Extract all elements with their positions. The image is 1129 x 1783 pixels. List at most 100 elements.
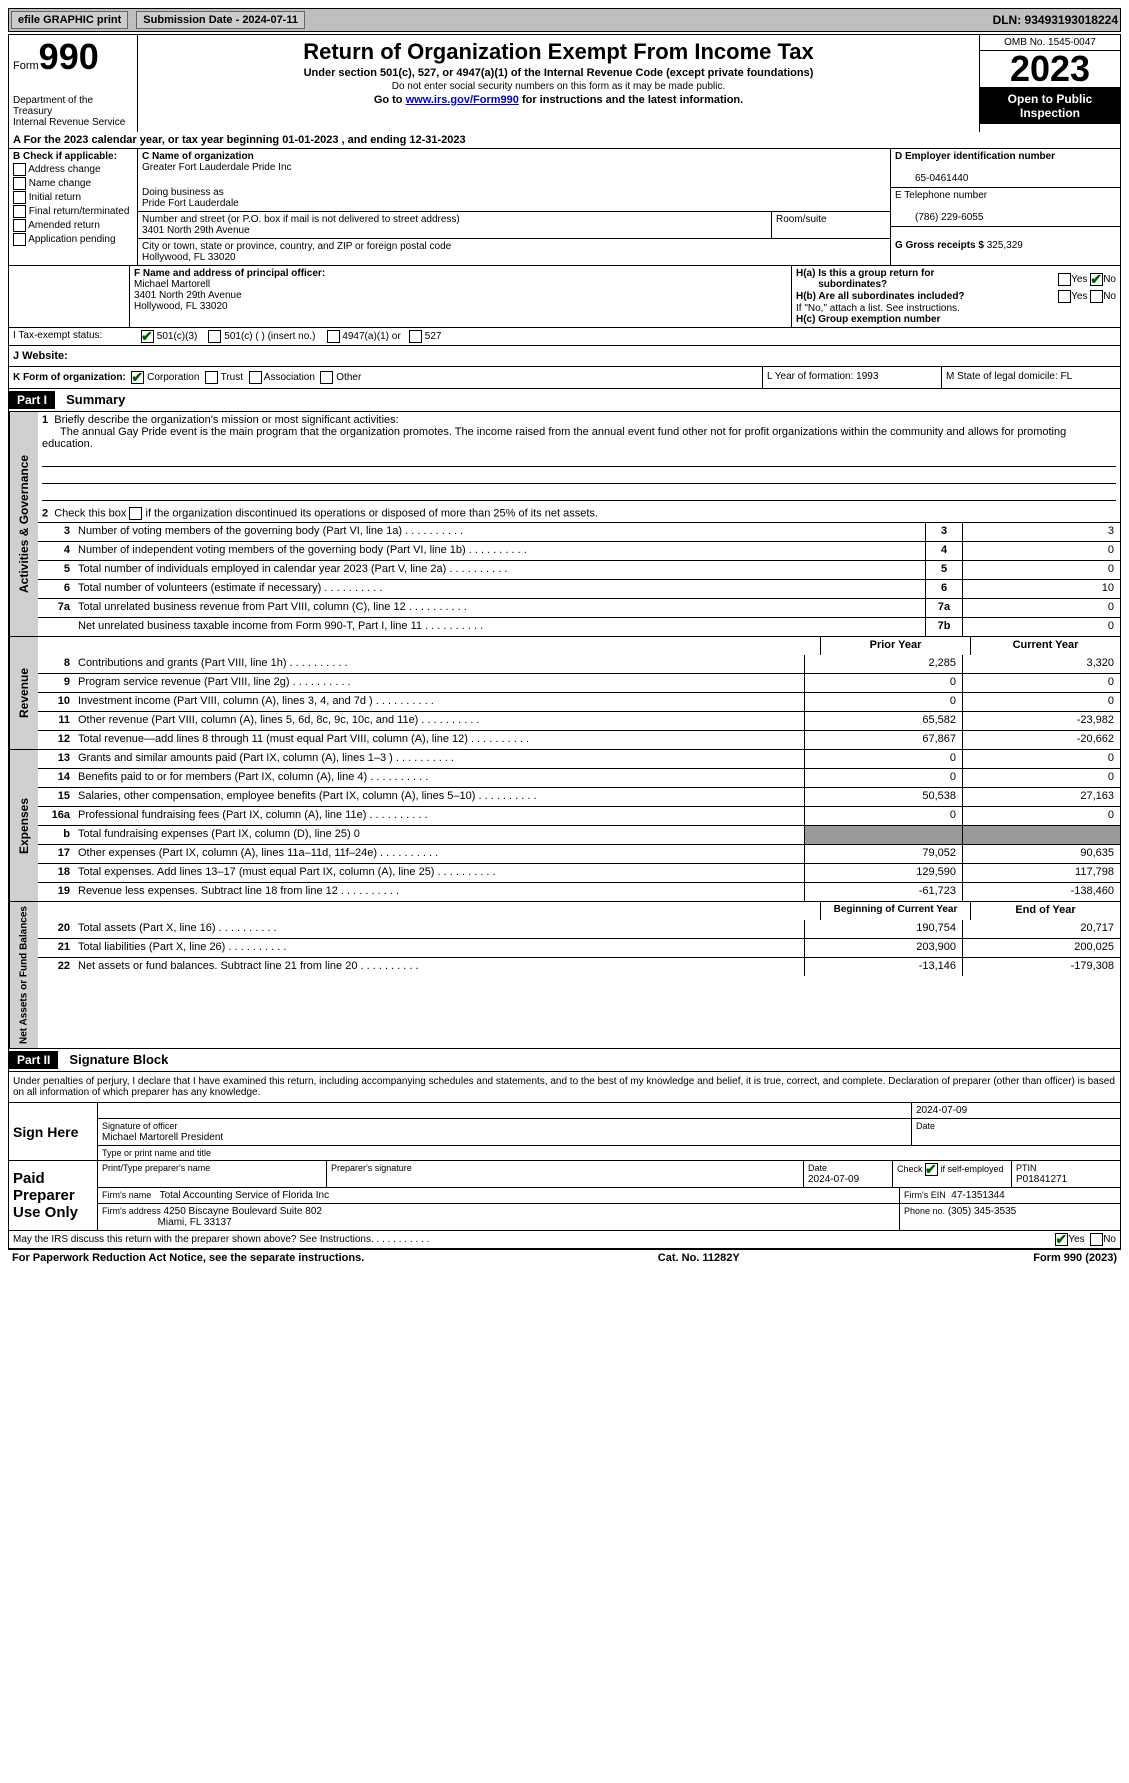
checkbox-address-change[interactable] bbox=[13, 163, 26, 176]
part1-header: Part I bbox=[9, 391, 55, 409]
side-label-revenue: Revenue bbox=[9, 637, 38, 749]
hc-label: H(c) Group exemption number bbox=[796, 314, 1116, 325]
checkbox-hb-no[interactable] bbox=[1090, 290, 1103, 303]
section-b-header: B Check if applicable: bbox=[13, 151, 133, 162]
row-j: J Website: bbox=[8, 346, 1121, 367]
checkbox-other[interactable] bbox=[320, 371, 333, 384]
firm-ein: 47-1351344 bbox=[951, 1190, 1004, 1201]
room-suite-label: Room/suite bbox=[772, 212, 890, 238]
section-c-label: C Name of organization bbox=[142, 151, 254, 162]
checkbox-assoc[interactable] bbox=[249, 371, 262, 384]
section-f-label: F Name and address of principal officer: bbox=[134, 268, 325, 279]
paid-preparer-label: Paid Preparer Use Only bbox=[9, 1161, 98, 1230]
dln-text: DLN: 93493193018224 bbox=[993, 13, 1118, 27]
officer-street: 3401 North 29th Avenue bbox=[134, 290, 242, 301]
checkbox-trust[interactable] bbox=[205, 371, 218, 384]
checkbox-527[interactable] bbox=[409, 330, 422, 343]
receipts-value: 325,329 bbox=[987, 240, 1023, 251]
checkbox-discuss-no[interactable] bbox=[1090, 1233, 1103, 1246]
checkbox-app-pending[interactable] bbox=[13, 233, 26, 246]
table-row: 20Total assets (Part X, line 16)190,7542… bbox=[38, 920, 1120, 938]
irs-link[interactable]: www.irs.gov/Form990 bbox=[406, 94, 519, 106]
dba-label: Doing business as bbox=[142, 187, 224, 198]
part2-header: Part II bbox=[9, 1051, 58, 1069]
efile-button[interactable]: efile GRAPHIC print bbox=[11, 11, 128, 29]
form-header: Form990 Department of the Treasury Inter… bbox=[8, 34, 1121, 132]
table-row: 17Other expenses (Part IX, column (A), l… bbox=[38, 844, 1120, 863]
checkbox-4947[interactable] bbox=[327, 330, 340, 343]
side-label-net: Net Assets or Fund Balances bbox=[9, 902, 38, 1048]
section-fh: F Name and address of principal officer:… bbox=[8, 266, 1121, 328]
checkbox-self-employed[interactable] bbox=[925, 1163, 938, 1176]
website-label: J Website: bbox=[9, 346, 1120, 366]
officer-city: Hollywood, FL 33020 bbox=[134, 301, 228, 312]
checkbox-ha-yes[interactable] bbox=[1058, 273, 1071, 286]
inspection-label: Open to Public Inspection bbox=[980, 88, 1120, 124]
checkbox-discuss-yes[interactable] bbox=[1055, 1233, 1068, 1246]
side-label-governance: Activities & Governance bbox=[9, 412, 38, 636]
submission-date-button: Submission Date - 2024-07-11 bbox=[136, 11, 305, 29]
form-note1: Do not enter social security numbers on … bbox=[142, 81, 975, 92]
table-row: 12Total revenue—add lines 8 through 11 (… bbox=[38, 730, 1120, 749]
checkbox-amended-return[interactable] bbox=[13, 219, 26, 232]
hb-note: If "No," attach a list. See instructions… bbox=[796, 303, 1116, 314]
table-row: 16aProfessional fundraising fees (Part I… bbox=[38, 806, 1120, 825]
receipts-label: G Gross receipts $ bbox=[895, 240, 984, 251]
officer-sig-name: Michael Martorell President bbox=[102, 1132, 223, 1143]
checkbox-initial-return[interactable] bbox=[13, 191, 26, 204]
footer-mid: Cat. No. 11282Y bbox=[658, 1252, 740, 1264]
hb-label: H(b) Are all subordinates included? bbox=[796, 291, 1058, 302]
expenses-section: Expenses 13Grants and similar amounts pa… bbox=[8, 750, 1121, 902]
perjury-statement: Under penalties of perjury, I declare th… bbox=[9, 1072, 1120, 1102]
checkbox-discontinued[interactable] bbox=[129, 507, 142, 520]
table-row: 8Contributions and grants (Part VIII, li… bbox=[38, 655, 1120, 673]
note2-prefix: Go to bbox=[374, 94, 406, 106]
signature-block: Under penalties of perjury, I declare th… bbox=[8, 1072, 1121, 1249]
revenue-section: Revenue Prior YearCurrent Year 8Contribu… bbox=[8, 637, 1121, 750]
state-domicile: M State of legal domicile: FL bbox=[941, 367, 1120, 388]
table-row: 15Salaries, other compensation, employee… bbox=[38, 787, 1120, 806]
org-name: Greater Fort Lauderdale Pride Inc bbox=[142, 162, 292, 173]
checkbox-501c3[interactable] bbox=[141, 330, 154, 343]
section-bcd: B Check if applicable: Address change Na… bbox=[8, 149, 1121, 266]
table-row: 18Total expenses. Add lines 13–17 (must … bbox=[38, 863, 1120, 882]
street-label: Number and street (or P.O. box if mail i… bbox=[142, 214, 460, 225]
phone-label: E Telephone number bbox=[895, 190, 987, 201]
sign-here-label: Sign Here bbox=[9, 1103, 98, 1160]
checkbox-hb-yes[interactable] bbox=[1058, 290, 1071, 303]
tax-year: 2023 bbox=[980, 51, 1120, 88]
row-i: I Tax-exempt status: 501(c)(3) 501(c) ( … bbox=[8, 328, 1121, 346]
checkbox-corp[interactable] bbox=[131, 371, 144, 384]
firm-city: Miami, FL 33137 bbox=[158, 1217, 232, 1228]
street-value: 3401 North 29th Avenue bbox=[142, 225, 250, 236]
row-a-tax-year: A For the 2023 calendar year, or tax yea… bbox=[8, 132, 1121, 149]
table-row: 21Total liabilities (Part X, line 26)203… bbox=[38, 938, 1120, 957]
dept-label: Department of the Treasury bbox=[13, 95, 133, 117]
ein-value: 65-0461440 bbox=[915, 173, 968, 184]
table-row: 13Grants and similar amounts paid (Part … bbox=[38, 750, 1120, 768]
table-row: 19Revenue less expenses. Subtract line 1… bbox=[38, 882, 1120, 901]
ein-label: D Employer identification number bbox=[895, 151, 1055, 162]
net-assets-section: Net Assets or Fund Balances Beginning of… bbox=[8, 902, 1121, 1049]
side-label-expenses: Expenses bbox=[9, 750, 38, 901]
discuss-question: May the IRS discuss this return with the… bbox=[13, 1234, 1055, 1245]
part2-title: Signature Block bbox=[69, 1052, 168, 1067]
checkbox-501c[interactable] bbox=[208, 330, 221, 343]
form-number: 990 bbox=[39, 36, 99, 77]
irs-label: Internal Revenue Service bbox=[13, 117, 133, 128]
line1-label: Briefly describe the organization's miss… bbox=[54, 414, 398, 426]
top-bar: efile GRAPHIC print Submission Date - 20… bbox=[8, 8, 1121, 32]
year-formation: L Year of formation: 1993 bbox=[762, 367, 941, 388]
checkbox-final-return[interactable] bbox=[13, 205, 26, 218]
table-row: 11Other revenue (Part VIII, column (A), … bbox=[38, 711, 1120, 730]
firm-phone: (305) 345-3535 bbox=[948, 1206, 1016, 1217]
table-row: bTotal fundraising expenses (Part IX, co… bbox=[38, 825, 1120, 844]
phone-value: (786) 229-6055 bbox=[915, 212, 983, 223]
firm-addr: 4250 Biscayne Boulevard Suite 802 bbox=[164, 1206, 322, 1217]
checkbox-ha-no[interactable] bbox=[1090, 273, 1103, 286]
part1-title: Summary bbox=[66, 392, 125, 407]
checkbox-name-change[interactable] bbox=[13, 177, 26, 190]
table-row: 22Net assets or fund balances. Subtract … bbox=[38, 957, 1120, 976]
footer-right: Form 990 (2023) bbox=[1033, 1252, 1117, 1264]
row-k: K Form of organization: Corporation Trus… bbox=[8, 367, 1121, 389]
